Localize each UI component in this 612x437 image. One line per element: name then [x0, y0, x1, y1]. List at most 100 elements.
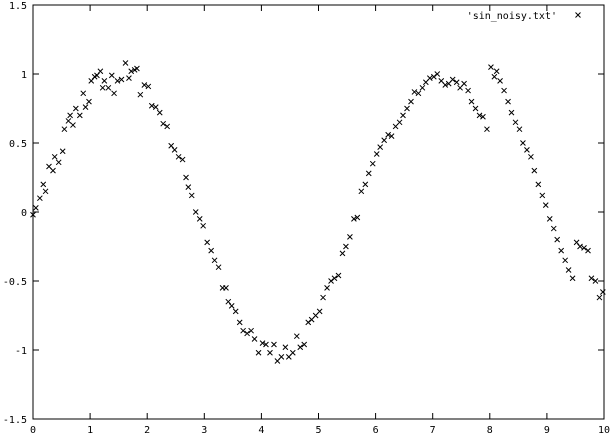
data-point [61, 126, 68, 133]
data-point [134, 65, 140, 72]
data-point [55, 159, 62, 166]
data-point [40, 181, 47, 188]
data-point [324, 285, 330, 291]
data-point [145, 83, 152, 90]
y-tick-label: -1 [15, 346, 27, 357]
data-point [535, 181, 542, 188]
data-point [381, 137, 388, 144]
data-point [497, 78, 503, 84]
data-point [50, 167, 56, 174]
data-point [175, 153, 182, 160]
data-point [461, 80, 467, 87]
legend-label: 'sin_noisy.txt' [467, 11, 557, 22]
data-point [99, 84, 106, 91]
x-tick-label: 4 [258, 425, 264, 436]
data-point [282, 344, 289, 351]
x-tick-label: 3 [201, 425, 207, 436]
data-point [362, 181, 369, 188]
data-point [449, 76, 456, 83]
data-point [396, 119, 403, 126]
data-point [225, 298, 232, 305]
data-point [293, 333, 300, 340]
data-point [505, 98, 511, 105]
data-point [65, 118, 72, 124]
x-tick-label: 6 [373, 425, 379, 436]
data-point [263, 341, 269, 348]
data-point [493, 68, 500, 75]
data-point [148, 102, 155, 109]
data-point [183, 174, 189, 181]
plot-frame [32, 4, 605, 420]
data-point [223, 285, 229, 291]
data-point [339, 250, 346, 257]
data-point [388, 133, 395, 139]
data-point [240, 327, 246, 334]
data-point [255, 349, 262, 356]
axis-tick-labels: 0 1 2 3 4 5 6 7 8 9 10 1.5 1 0.5 0 -0.5 -1 -1.5 [3, 1, 610, 436]
data-point [164, 123, 171, 130]
data-point [569, 275, 576, 282]
data-point [76, 112, 83, 119]
y-tick-label: 1 [21, 70, 27, 81]
x-tick-label: 10 [598, 425, 610, 436]
data-point [400, 112, 406, 119]
data-point [278, 354, 285, 360]
data-point [600, 289, 606, 295]
data-point [539, 192, 546, 199]
data-point [200, 222, 207, 229]
data-point [30, 211, 36, 218]
data-point [215, 264, 222, 271]
data-points [30, 60, 606, 364]
data-point [160, 120, 167, 127]
data-point [369, 160, 376, 167]
data-point [236, 319, 243, 326]
data-point [36, 195, 43, 202]
data-point [59, 148, 66, 155]
data-point [411, 89, 418, 95]
data-point [232, 308, 239, 315]
data-point [82, 104, 89, 110]
data-point [105, 84, 112, 91]
data-point [42, 188, 49, 195]
data-point [480, 113, 486, 120]
y-tick-label: -1.5 [3, 415, 27, 426]
data-point [192, 209, 199, 215]
data-point [585, 247, 591, 254]
data-point [592, 278, 599, 284]
data-point [88, 78, 95, 84]
data-point [546, 216, 553, 222]
data-point [152, 104, 159, 110]
data-point [472, 105, 479, 112]
data-point [111, 90, 117, 97]
data-point [343, 243, 349, 250]
data-point [365, 170, 372, 177]
data-point [558, 247, 565, 254]
data-point [476, 112, 483, 119]
data-point [208, 247, 215, 254]
data-point [588, 275, 595, 282]
data-point [501, 87, 507, 94]
legend-marker [575, 12, 581, 18]
data-point [271, 341, 277, 348]
data-point [168, 142, 175, 149]
data-point [358, 188, 365, 195]
data-point [86, 98, 92, 105]
data-point [331, 275, 338, 282]
data-point [297, 344, 304, 351]
data-point [101, 78, 108, 84]
data-point [251, 336, 258, 342]
data-point [320, 294, 326, 301]
data-point [531, 167, 538, 174]
data-point [465, 87, 471, 94]
data-point [373, 151, 380, 157]
data-point [72, 105, 79, 112]
data-point [211, 257, 218, 264]
data-point [488, 64, 494, 70]
x-tick-label: 0 [30, 425, 36, 436]
data-point [404, 105, 410, 112]
data-point [289, 349, 296, 356]
data-point [108, 72, 115, 79]
data-point [442, 82, 449, 88]
data-point [577, 243, 583, 250]
data-point [508, 109, 515, 116]
